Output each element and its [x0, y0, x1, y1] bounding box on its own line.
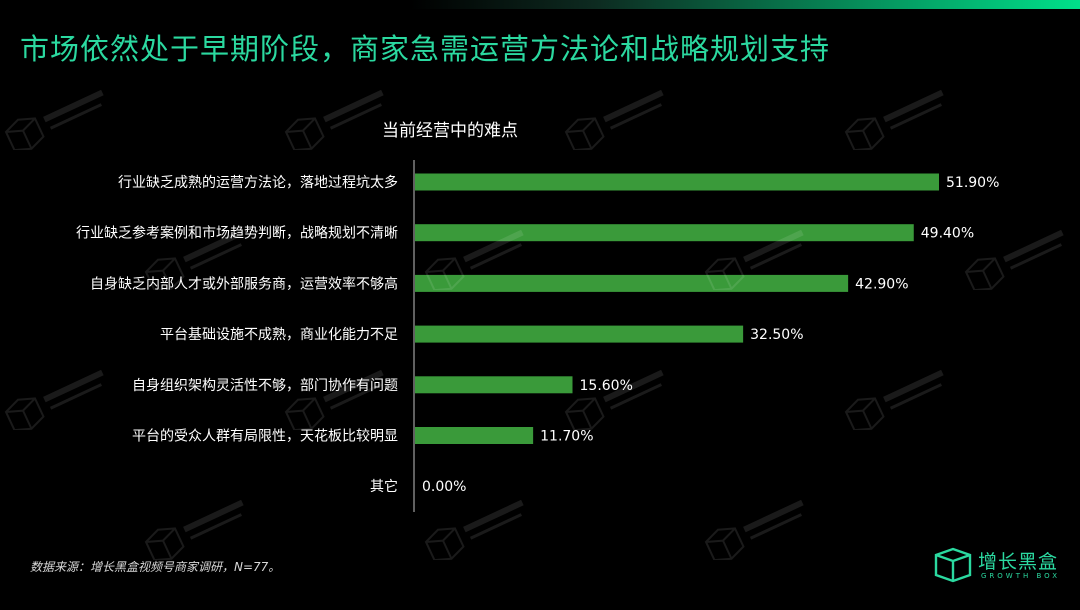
bar: [415, 376, 573, 394]
value-label: 49.40%: [921, 226, 974, 242]
value-label: 15.60%: [580, 378, 633, 394]
category-label: 其它: [370, 478, 398, 495]
category-label: 行业缺乏成熟的运营方法论，落地过程坑太多: [118, 174, 398, 191]
value-label: 11.70%: [540, 429, 593, 445]
source-note: 数据来源：增长黑盒视频号商家调研，N=77。: [30, 560, 281, 574]
cube-logo-icon: [934, 547, 972, 583]
value-label: 42.90%: [855, 276, 908, 292]
category-label: 行业缺乏参考案例和市场趋势判断，战略规划不清晰: [76, 225, 398, 242]
category-label: 平台的受众人群有局限性，天花板比较明显: [132, 429, 398, 445]
page-title: 市场依然处于早期阶段，商家急需运营方法论和战略规划支持: [20, 32, 831, 66]
brand-logo: 增长黑盒 GROWTH BOX: [932, 545, 1062, 585]
bar: [415, 173, 939, 191]
value-label: 32.50%: [750, 327, 803, 343]
top-accent-line: [0, 0, 1080, 9]
category-label: 自身缺乏内部人才或外部服务商，运营效率不够高: [90, 275, 398, 292]
bar: [415, 427, 534, 444]
category-label: 平台基础设施不成熟，商业化能力不足: [160, 326, 398, 343]
category-label: 自身组织架构灵活性不够，部门协作有问题: [132, 378, 398, 394]
logo-text-cn: 增长黑盒: [978, 551, 1059, 573]
bar: [415, 274, 849, 292]
value-label: 0.00%: [422, 479, 466, 495]
chart-title: 当前经营中的难点: [382, 121, 518, 141]
value-label: 51.90%: [946, 175, 999, 191]
logo-text-en: GROWTH BOX: [981, 572, 1061, 580]
bar: [415, 224, 914, 242]
bar: [415, 325, 744, 343]
